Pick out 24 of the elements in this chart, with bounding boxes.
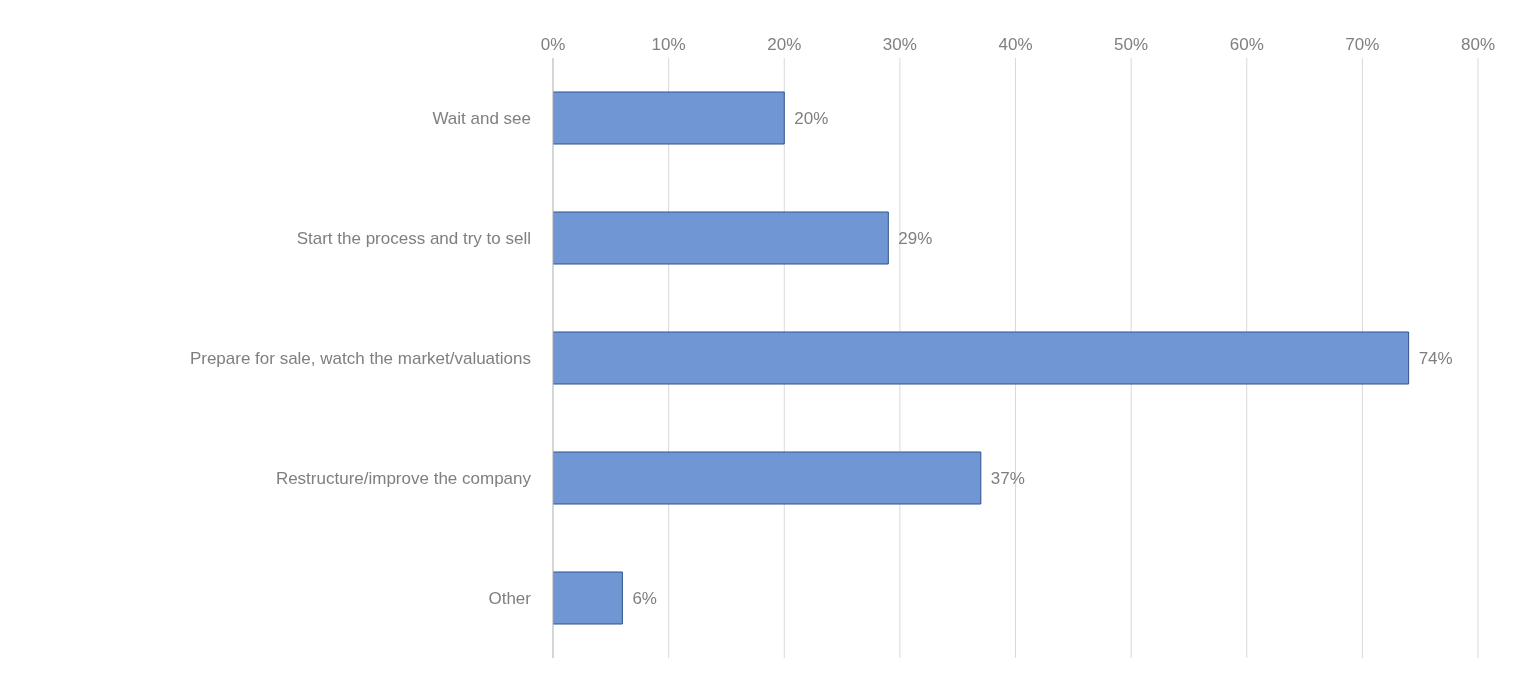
bar bbox=[553, 451, 982, 505]
bar bbox=[553, 571, 623, 625]
data-label: 20% bbox=[794, 109, 829, 129]
y-tick-label: Other bbox=[488, 589, 532, 609]
x-tick-label: 60% bbox=[1229, 35, 1264, 54]
x-tick-label: 10% bbox=[651, 35, 686, 54]
y-tick-label: Wait and see bbox=[432, 109, 531, 129]
x-tick-label: 30% bbox=[882, 35, 917, 54]
y-tick-label: Prepare for sale, watch the market/valuations bbox=[189, 349, 531, 369]
data-label: 37% bbox=[990, 469, 1025, 489]
bar bbox=[553, 211, 889, 265]
data-label: 29% bbox=[898, 229, 933, 249]
x-tick-label: 50% bbox=[1114, 35, 1149, 54]
data-label: 6% bbox=[632, 589, 657, 609]
data-label: 74% bbox=[1418, 349, 1453, 369]
y-tick-label: Start the process and try to sell bbox=[296, 229, 531, 249]
bar bbox=[553, 331, 1410, 385]
x-tick-label: 20% bbox=[767, 35, 802, 54]
bar bbox=[553, 91, 785, 145]
x-tick-label: 80% bbox=[1460, 35, 1496, 54]
x-tick-label: 40% bbox=[998, 35, 1033, 54]
x-tick-label: 70% bbox=[1345, 35, 1380, 54]
x-tick-label: 0% bbox=[540, 35, 566, 54]
y-tick-label: Restructure/improve the company bbox=[275, 469, 532, 489]
